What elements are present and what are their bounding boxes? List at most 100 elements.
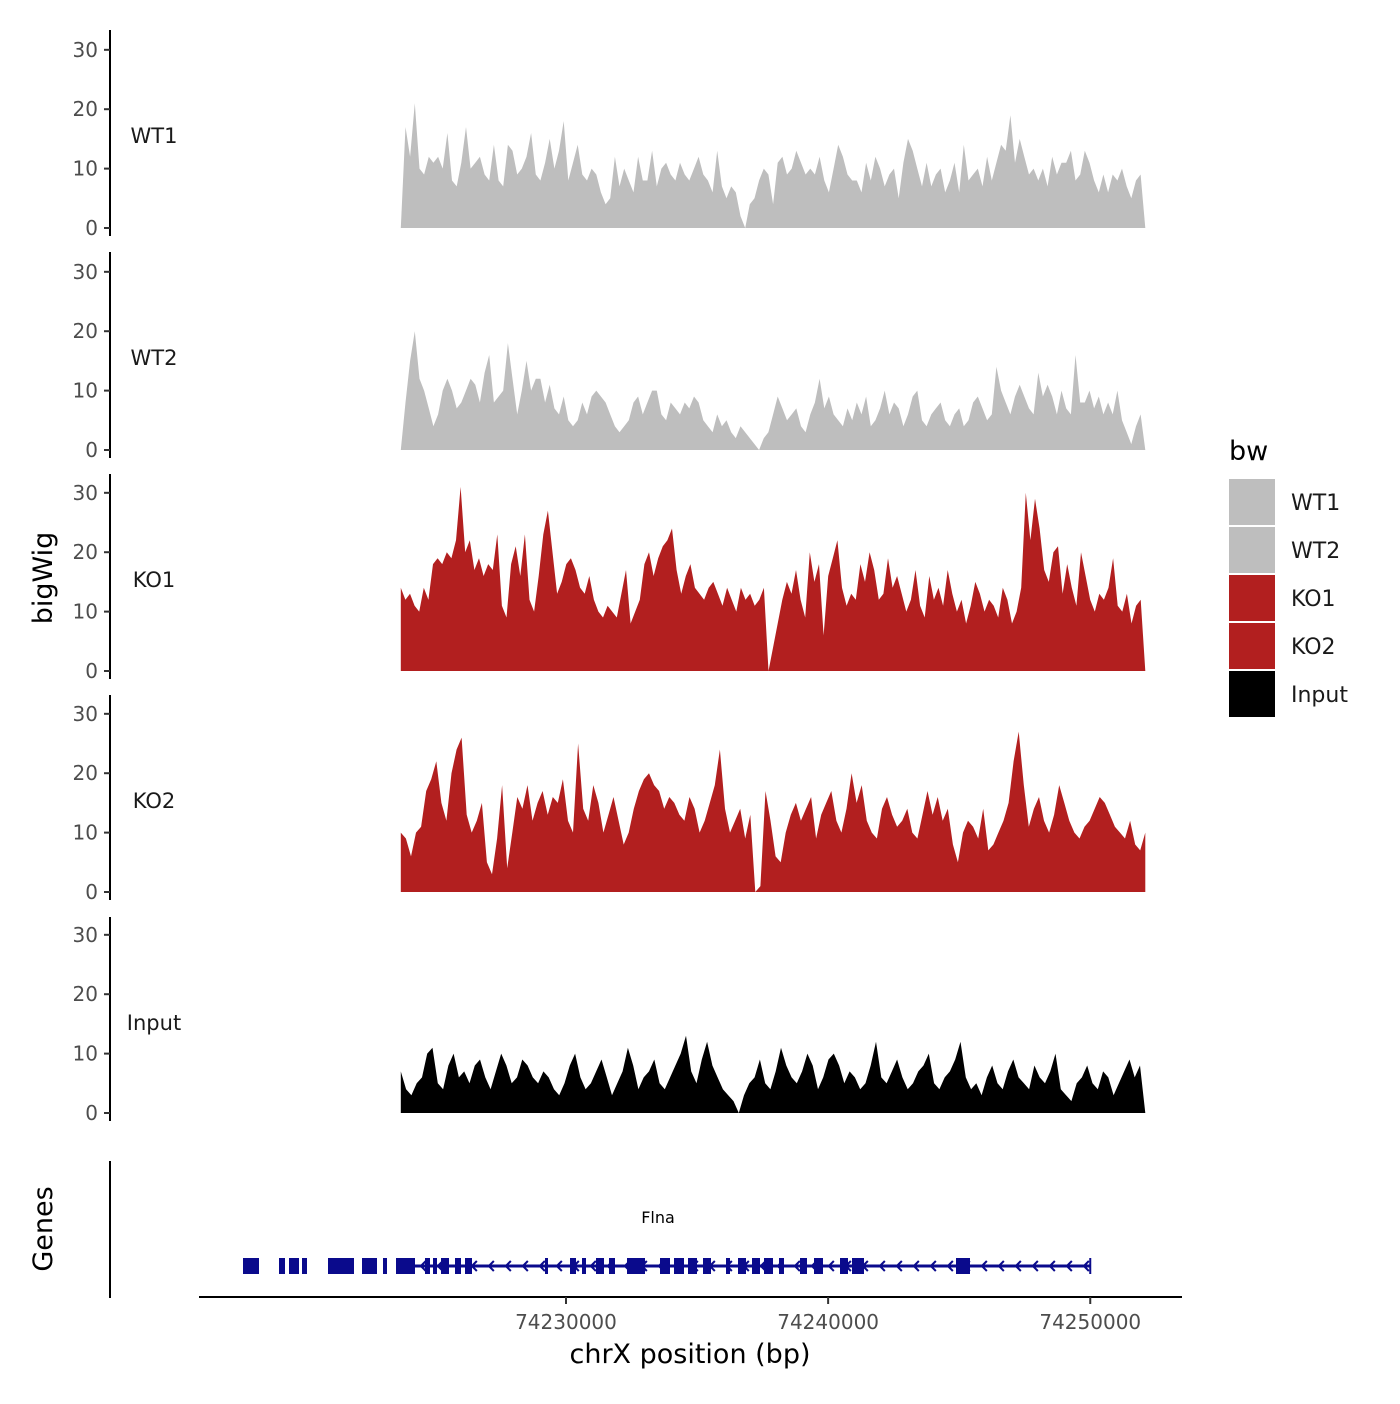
- y-tick-label: 30: [73, 260, 98, 284]
- legend-item-ko1: KO1: [1229, 575, 1336, 621]
- y-tick-label: 20: [73, 97, 98, 121]
- gene-exon: [545, 1258, 548, 1274]
- x-axis-title: chrX position (bp): [569, 1339, 810, 1370]
- track-input: 0 10 20 30 Input: [73, 917, 1146, 1125]
- gene-exon: [425, 1258, 430, 1274]
- gene-exon: [383, 1258, 387, 1274]
- strand-arrow: [538, 1260, 546, 1272]
- strand-arrow: [1082, 1260, 1090, 1272]
- y-tick-label: 30: [73, 702, 98, 726]
- gene-exon: [609, 1258, 615, 1274]
- track-wt2: 0 10 20 30 WT2: [73, 252, 1146, 462]
- legend-label: KO1: [1291, 587, 1336, 612]
- strand-arrow: [419, 1260, 427, 1272]
- strand-arrow: [895, 1260, 903, 1272]
- track-wt1: 0 10 20 30 WT1: [73, 30, 1146, 240]
- y-tick-label: 0: [85, 880, 98, 904]
- y-tick-label: 10: [73, 379, 98, 403]
- legend-title: bw: [1229, 436, 1268, 467]
- legend-swatch: [1229, 575, 1275, 621]
- genes-panel: Genes Flna: [28, 1161, 1092, 1298]
- gene-exon: [570, 1258, 576, 1274]
- legend-swatch: [1229, 527, 1275, 573]
- track-ko2: 0 10 20 30 KO2: [73, 695, 1146, 904]
- gene-exon: [441, 1258, 449, 1274]
- gene-exon: [433, 1258, 437, 1274]
- legend-label: WT2: [1291, 539, 1340, 564]
- x-tick-label: 74250000: [1039, 1310, 1141, 1334]
- legend-item-wt1: WT1: [1229, 479, 1340, 525]
- gene-exon: [840, 1258, 848, 1274]
- x-axis: 74230000 74240000 74250000 chrX position (…: [199, 1296, 1182, 1370]
- track-ko1: 0 10 20 30 KO1: [73, 474, 1146, 683]
- strand-arrow: [793, 1260, 801, 1272]
- legend-label: Input: [1291, 683, 1348, 708]
- track-label-wt1: WT1: [131, 124, 178, 148]
- genes-axis-title: Genes: [28, 1186, 59, 1271]
- strand-arrow: [487, 1260, 495, 1272]
- strand-arrow: [827, 1260, 835, 1272]
- y-tick-label: 0: [85, 216, 98, 240]
- legend-item-input: Input: [1229, 671, 1348, 717]
- gene-model[interactable]: [243, 1258, 1092, 1274]
- legend-swatch: [1229, 623, 1275, 669]
- y-tick-label: 10: [73, 821, 98, 845]
- y-tick-label: 10: [73, 1042, 98, 1066]
- y-tick-label: 10: [73, 157, 98, 181]
- y-tick-label: 20: [73, 319, 98, 343]
- y-tick-label: 0: [85, 1101, 98, 1125]
- gene-exon: [752, 1258, 760, 1274]
- strand-arrow: [878, 1260, 886, 1272]
- y-axis-title: bigWig: [28, 532, 59, 625]
- gene-exon: [279, 1258, 285, 1274]
- y-tick-label: 20: [73, 982, 98, 1006]
- x-tick-label: 74240000: [777, 1310, 879, 1334]
- gene-label: Flna: [641, 1208, 675, 1227]
- gene-exon: [703, 1258, 711, 1274]
- gene-exon: [328, 1258, 354, 1274]
- strand-arrow: [555, 1260, 563, 1272]
- track-label-ko2: KO2: [133, 789, 176, 813]
- strand-arrow: [1065, 1260, 1073, 1272]
- strand-arrow: [997, 1260, 1005, 1272]
- gene-exon: [800, 1258, 807, 1274]
- y-tick-label: 20: [73, 540, 98, 564]
- y-tick-label: 0: [85, 659, 98, 683]
- strand-arrow: [504, 1260, 512, 1272]
- track-label-ko1: KO1: [133, 568, 176, 592]
- gene-exon: [289, 1258, 299, 1274]
- gene-exon: [814, 1258, 823, 1274]
- legend-items: WT1 WT2 KO1 KO2 Input: [1229, 479, 1348, 717]
- gene-exon: [660, 1258, 670, 1274]
- legend-swatch: [1229, 479, 1275, 525]
- y-tick-label: 20: [73, 761, 98, 785]
- y-tick-label: 0: [85, 438, 98, 462]
- gene-exon: [779, 1258, 784, 1274]
- y-tick-label: 10: [73, 600, 98, 624]
- gene-exon: [674, 1258, 684, 1274]
- gene-exon: [582, 1258, 586, 1274]
- gene-exon: [243, 1258, 259, 1274]
- gene-exon: [688, 1258, 697, 1274]
- gene-exon: [627, 1258, 645, 1274]
- gene-exon: [396, 1258, 415, 1274]
- x-tick-label: 74230000: [515, 1310, 617, 1334]
- x-ticks: 74230000 74240000 74250000: [515, 1297, 1141, 1334]
- strand-arrow: [929, 1260, 937, 1272]
- gene-exon: [764, 1258, 773, 1274]
- strand-arrow: [980, 1260, 988, 1272]
- legend-label: WT1: [1291, 491, 1340, 516]
- gene-exon: [596, 1258, 604, 1274]
- coverage-area-input: [400, 1035, 1146, 1113]
- legend-label: KO2: [1291, 635, 1336, 660]
- coverage-area-ko2: [400, 731, 1146, 892]
- strand-arrow: [1014, 1260, 1022, 1272]
- strand-arrow: [589, 1260, 597, 1272]
- gene-exon: [302, 1258, 307, 1274]
- coverage-area-wt1: [400, 103, 1146, 228]
- y-tick-label: 30: [73, 481, 98, 505]
- strand-arrow: [946, 1260, 954, 1272]
- y-tick-label: 30: [73, 38, 98, 62]
- legend-swatch: [1229, 671, 1275, 717]
